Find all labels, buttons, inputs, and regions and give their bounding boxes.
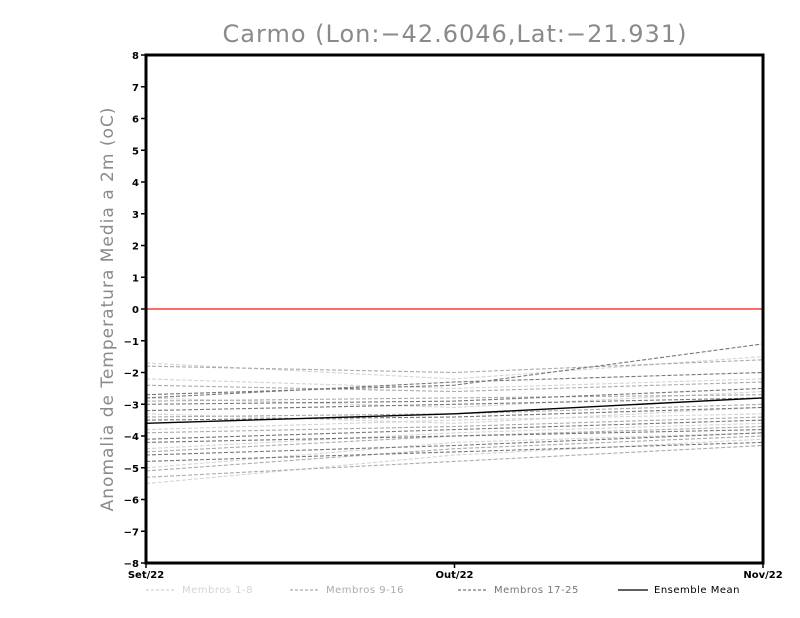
y-tick-label: 4	[132, 178, 139, 189]
y-tick-label: −2	[124, 369, 139, 380]
member-line	[145, 432, 764, 456]
legend-label: Membros 1-8	[182, 585, 253, 596]
member-line	[145, 432, 764, 469]
y-tick-label: 3	[132, 210, 139, 221]
member-line	[145, 444, 764, 478]
y-tick-label: 6	[132, 115, 139, 126]
legend-entry: Membros 9-16	[290, 585, 404, 596]
member-line	[145, 371, 764, 399]
y-tick-label: 0	[132, 305, 139, 316]
legend: Membros 1-8 Membros 9-16 Membros 17-25 Ense…	[146, 585, 740, 596]
member-line	[145, 394, 764, 402]
ensemble-mean-line	[145, 397, 764, 424]
y-tick-label: 8	[132, 51, 139, 62]
y-tick-label: −4	[124, 432, 139, 443]
y-tick-label: −3	[124, 400, 139, 411]
member-line	[145, 387, 764, 405]
member-line	[145, 381, 764, 393]
member-line	[145, 397, 764, 412]
y-tick-label: −8	[124, 559, 139, 570]
y-tick-label: 7	[132, 83, 139, 94]
legend-label: Ensemble Mean	[654, 585, 740, 596]
y-tick-label: −6	[124, 496, 139, 507]
member-line	[145, 343, 764, 396]
y-tick-label: 1	[132, 273, 139, 284]
member-line	[145, 425, 764, 453]
member-line	[145, 429, 764, 443]
y-tick-label: 2	[132, 242, 139, 253]
member-line	[145, 438, 764, 485]
y-axis-label: Anomalia de Temperatura Media a 2m (oC)	[98, 107, 118, 512]
x-tick-label: Out/22	[436, 570, 474, 581]
legend-label: Membros 9-16	[326, 585, 404, 596]
member-line	[145, 390, 764, 408]
legend-entry: Membros 1-8	[146, 585, 253, 596]
series-layer	[145, 343, 764, 485]
y-tick-label: −5	[124, 464, 139, 475]
x-tick-label: Set/22	[128, 570, 164, 581]
legend-entry: Ensemble Mean	[618, 585, 740, 596]
member-line	[145, 416, 764, 434]
legend-entry: Membros 17-25	[458, 585, 579, 596]
member-line	[145, 359, 764, 374]
y-tick-label: 5	[132, 146, 139, 157]
member-line	[145, 413, 764, 431]
y-tick-label: −7	[124, 527, 139, 538]
member-line	[145, 441, 764, 462]
member-line	[145, 378, 764, 389]
member-line	[145, 422, 764, 450]
chart-title: Carmo (Lon:−42.6046,Lat:−21.931)	[223, 20, 688, 48]
member-line	[145, 419, 764, 440]
member-line	[145, 406, 764, 421]
legend-label: Membros 17-25	[494, 585, 579, 596]
member-line	[145, 406, 764, 424]
x-tick-label: Nov/22	[743, 570, 782, 581]
y-tick-label: −1	[124, 337, 139, 348]
member-line	[145, 435, 764, 472]
